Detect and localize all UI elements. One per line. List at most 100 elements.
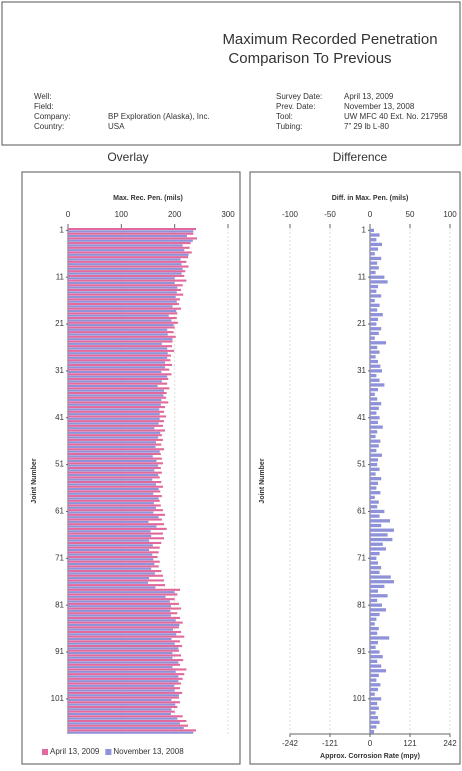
bar [68,272,182,275]
bar [370,327,382,331]
bar [68,560,160,563]
legend-swatch [105,749,112,755]
bar [370,252,375,256]
bar [68,380,162,383]
bar [68,331,174,334]
bar [68,469,155,472]
bar [68,715,183,718]
y-tick-label: 61 [55,507,64,516]
bar [68,731,194,734]
bar [370,669,386,673]
field-value: November 13, 2008 [344,102,415,111]
bar [370,369,382,373]
bar [68,464,159,467]
bar [68,703,176,706]
field-label: Country: [34,122,64,131]
bar [68,642,175,645]
bar [68,452,161,455]
x2-tick-label: -242 [282,739,299,748]
field-value: UW MFC 40 Ext. No. 217958 [344,112,448,121]
bar [370,228,374,232]
bar [370,266,379,270]
bar [370,603,382,607]
bar [370,317,378,322]
bar [68,717,178,720]
bar [370,425,383,429]
bar [68,539,150,542]
bar [68,572,155,575]
bar [370,397,378,401]
bar [68,321,178,324]
bar [370,547,386,551]
field-label: Company: [34,112,70,121]
bar [68,284,183,287]
bar [68,652,173,655]
bar [68,256,188,259]
bar [370,533,388,537]
bar [370,350,380,354]
bar [370,631,378,635]
bar [370,275,385,279]
bar [370,481,378,485]
bar [68,420,164,423]
bar [68,588,180,591]
bar [68,698,172,701]
bar [370,659,378,664]
bar [370,270,376,275]
bar [370,509,385,514]
bar [68,340,173,343]
bar [68,249,185,252]
bar [68,593,178,596]
field-label: Tool: [276,112,293,121]
bar [68,387,170,390]
bar [68,492,154,495]
bar [68,689,175,692]
bar [370,345,378,350]
y-axis-title: Joint Number [31,458,38,503]
x2-tick-label: 242 [443,739,457,748]
bar [370,491,381,495]
x-tick-label: -100 [282,210,299,219]
bar [370,505,378,509]
bar [68,586,156,589]
y-tick-label: 81 [357,600,366,609]
bar [68,377,169,381]
bar [68,499,160,502]
bar [370,617,377,621]
bar [370,430,378,434]
bar [68,623,180,627]
header-subtitle: Comparison To Previous [228,50,391,67]
bar [68,293,184,296]
bar [370,294,382,298]
bar [68,288,182,292]
bar [370,373,377,378]
header-title: Maximum Recorded Penetration [222,31,437,48]
bar [68,520,149,523]
bar [370,519,390,523]
bar [68,726,184,730]
bar [68,567,152,570]
bar [68,600,170,603]
bar [68,673,185,676]
bar [370,233,380,237]
bar [370,580,394,584]
bar [68,654,182,657]
bar [68,705,178,708]
bar [370,406,379,411]
y-tick-label: 81 [55,600,64,609]
bar [370,645,376,649]
bar [68,338,173,341]
x-tick-label: -50 [324,210,336,219]
bar [370,364,381,368]
y-tick-label: 31 [357,366,366,375]
bar [370,453,382,457]
legend-label: November 13, 2008 [113,747,184,756]
bar [68,682,182,685]
bar [68,401,169,404]
bar [68,382,168,385]
bar [68,661,179,664]
bar [68,239,193,242]
bar [68,525,157,528]
bar [370,467,380,471]
x-axis-title: Diff. in Max. Pen. (mils) [332,195,409,202]
